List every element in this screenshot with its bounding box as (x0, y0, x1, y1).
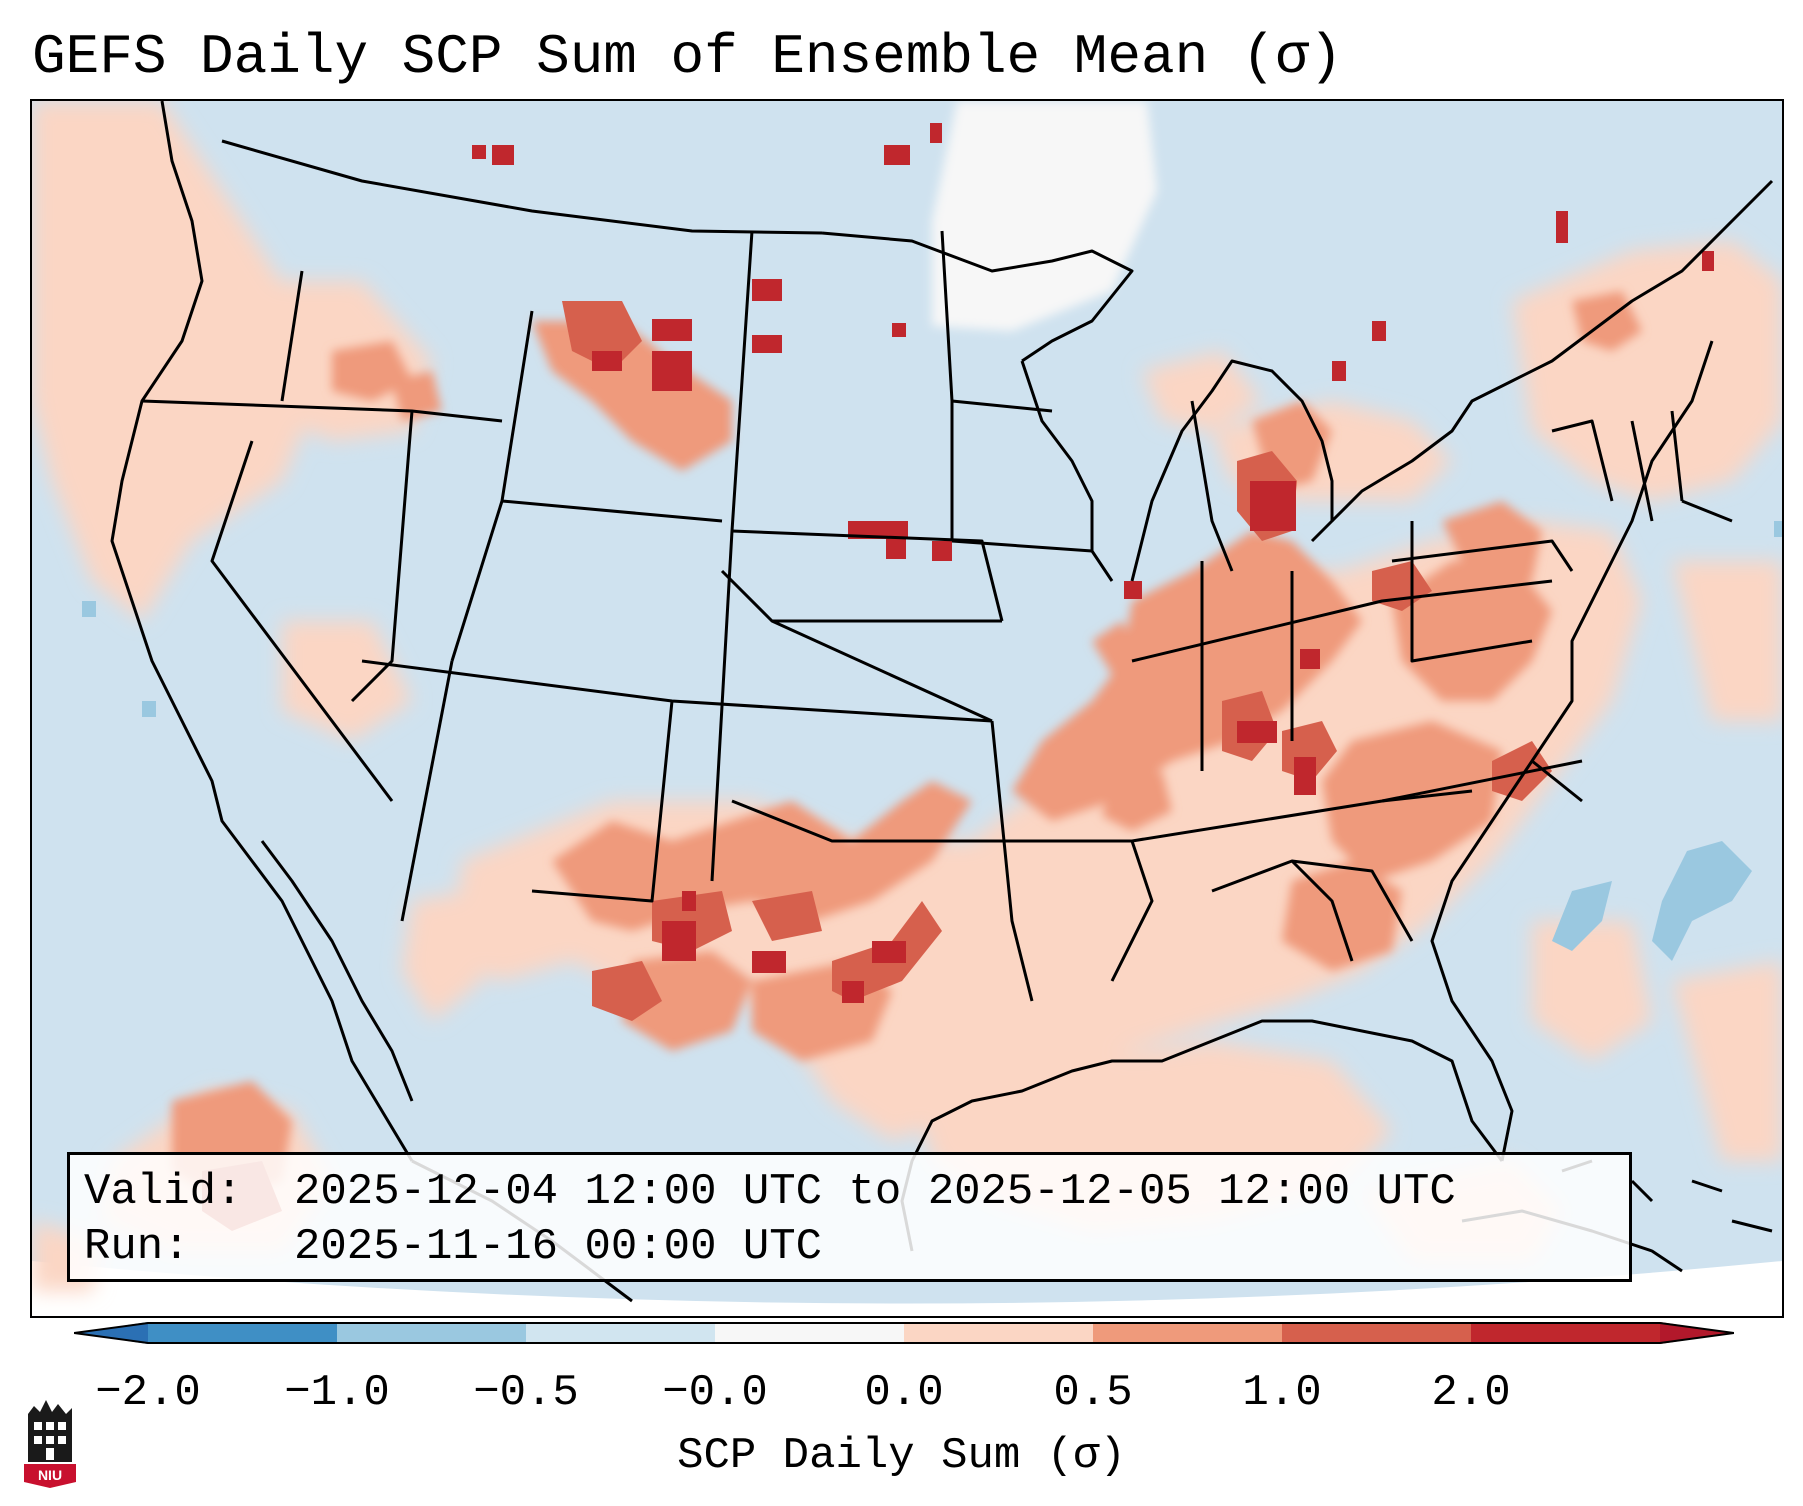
colorbar-tick-label: 1.0 (1242, 1368, 1322, 1418)
field-light (32, 101, 1782, 1291)
colorbar-segments (148, 1323, 1661, 1343)
colorbar-label: SCP Daily Sum (σ) (677, 1431, 1126, 1481)
valid-value: 2025-12-04 12:00 UTC to 2025-12-05 12:00… (294, 1167, 1456, 1217)
map-svg (32, 101, 1782, 1316)
colorbar-segment (904, 1323, 1094, 1343)
valid-label: Valid: (84, 1167, 243, 1217)
field-negative (82, 521, 1782, 961)
colorbar-segment (1093, 1323, 1283, 1343)
colorbar-segment (715, 1323, 905, 1343)
colorbar-segment (337, 1323, 527, 1343)
colorbar-segment (1282, 1323, 1472, 1343)
run-label: Run: (84, 1222, 190, 1272)
colorbar-tick-label: 0.0 (864, 1368, 944, 1418)
run-row: Run: 2025-11-16 00:00 UTC (84, 1220, 1615, 1275)
projection-edge (32, 1261, 1782, 1316)
colorbar-outline (74, 1322, 1734, 1344)
valid-row: Valid: 2025-12-04 12:00 UTC to 2025-12-05… (84, 1165, 1615, 1220)
colorbar-tick-label: 2.0 (1431, 1368, 1511, 1418)
colorbar-over-arrow (1660, 1322, 1734, 1344)
colorbar-tick-label: −2.0 (95, 1368, 201, 1418)
logo-text: NIU (38, 1467, 62, 1483)
colorbar-segment (148, 1323, 338, 1343)
colorbar-tick-label: −0.0 (662, 1368, 768, 1418)
colorbar-under-arrow (74, 1322, 148, 1344)
info-box: Valid: 2025-12-04 12:00 UTC to 2025-12-05… (67, 1152, 1632, 1282)
colorbar-tick-label: −0.5 (473, 1368, 579, 1418)
colorbar-tick-label: 0.5 (1053, 1368, 1133, 1418)
field-darkest (472, 123, 1714, 1003)
colorbar (74, 1322, 1734, 1344)
map-panel[interactable] (30, 99, 1784, 1318)
colorbar-tick-label: −1.0 (284, 1368, 390, 1418)
run-value: 2025-11-16 00:00 UTC (294, 1222, 823, 1272)
map-title: GEFS Daily SCP Sum of Ensemble Mean (σ) (32, 25, 1343, 89)
colorbar-segment (1471, 1323, 1661, 1343)
near-zero-region (932, 101, 1157, 331)
niu-logo: NIU (24, 1400, 76, 1488)
colorbar-segment (526, 1323, 716, 1343)
